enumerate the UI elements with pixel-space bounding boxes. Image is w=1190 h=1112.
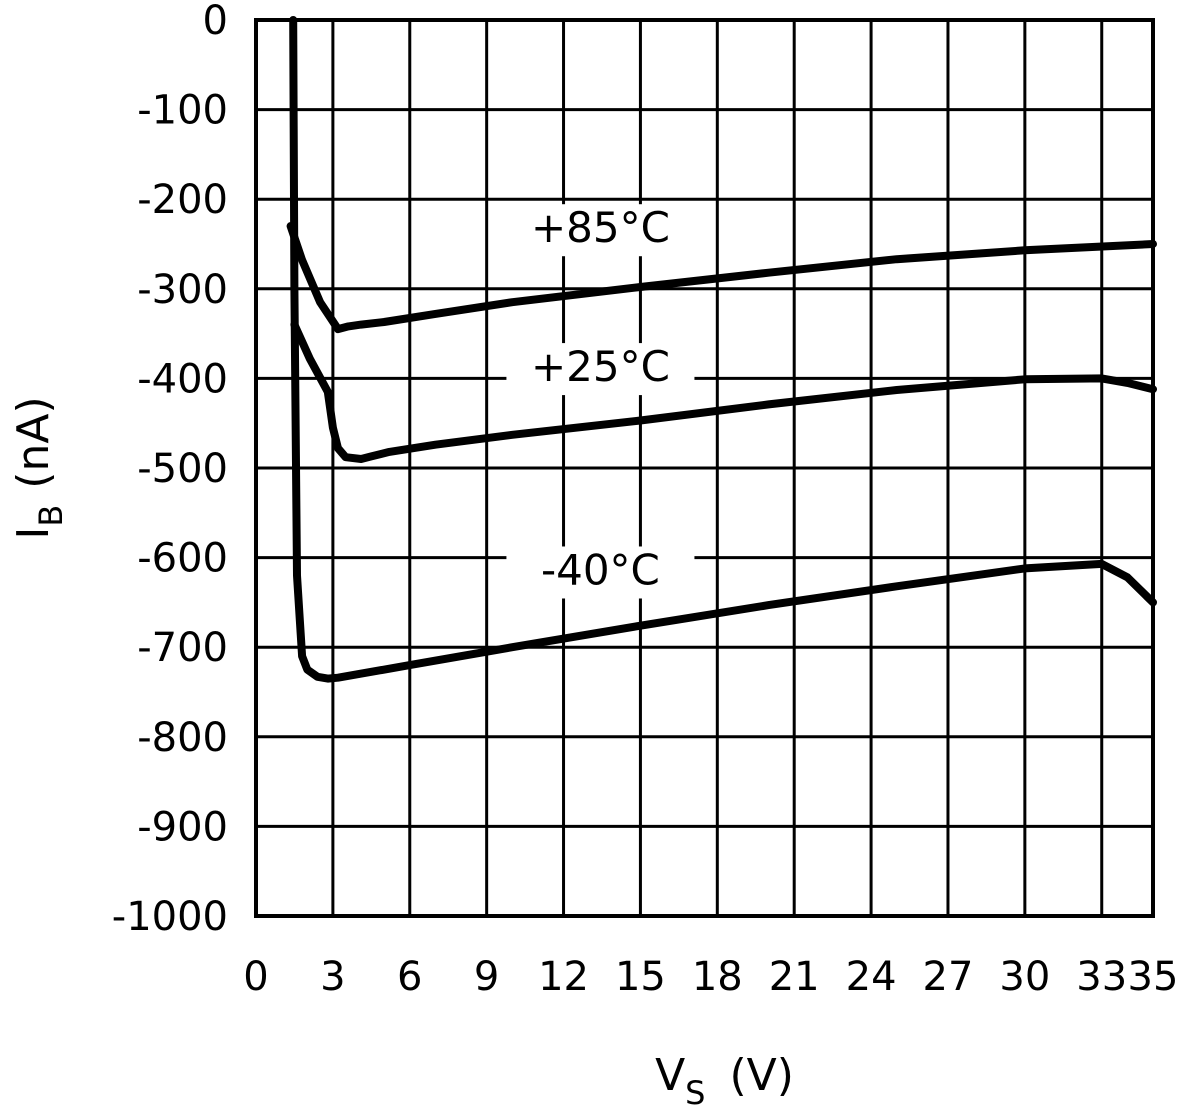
x-tick-label: 3 xyxy=(320,954,345,1000)
x-axis-title-sub: S xyxy=(685,1074,705,1112)
x-tick-label: 30 xyxy=(999,954,1050,1000)
x-tick-label: 27 xyxy=(923,954,974,1000)
y-tick-label: -600 xyxy=(137,536,228,582)
x-axis-ticks: 0 3 6 9 12 15 18 21 24 27 30 33 35 xyxy=(243,954,1178,1000)
y-tick-label: -700 xyxy=(137,625,228,671)
x-tick-label: 6 xyxy=(397,954,422,1000)
series-line-1 xyxy=(290,320,1157,463)
series-label-0: +85°C xyxy=(531,203,670,252)
x-axis-title: VS (V) xyxy=(655,1050,794,1112)
y-axis-title: IB (nA) xyxy=(8,396,70,539)
y-axis-title-sub: B xyxy=(32,505,70,527)
x-tick-label: 18 xyxy=(692,954,743,1000)
series-label-background xyxy=(506,546,695,599)
x-tick-label: 15 xyxy=(615,954,666,1000)
series-label-2: -40°C xyxy=(541,545,660,594)
series-labels: +85°C +25°C -40°C xyxy=(506,203,695,599)
y-tick-label: -100 xyxy=(137,88,228,134)
y-tick-label: -500 xyxy=(137,446,228,492)
y-axis-ticks: 0 -100 -200 -300 -400 -500 -600 -700 -800 -900 -10… xyxy=(112,0,228,940)
x-tick-label: 24 xyxy=(846,954,897,1000)
x-axis-title-main: V xyxy=(655,1050,685,1101)
y-axis-title-unit: (nA) xyxy=(8,396,59,488)
y-tick-label: -1000 xyxy=(112,894,228,940)
y-tick-label: -300 xyxy=(137,267,228,313)
x-tick-label: 12 xyxy=(538,954,589,1000)
y-tick-label: 0 xyxy=(203,0,228,44)
x-tick-label: 21 xyxy=(769,954,820,1000)
x-tick-label: 0 xyxy=(243,954,268,1000)
y-axis-title-main: I xyxy=(8,527,59,540)
series-lines xyxy=(286,16,1157,683)
x-tick-label: 33 xyxy=(1076,954,1127,1000)
series-label-background xyxy=(506,204,695,257)
x-axis-title-unit: (V) xyxy=(729,1050,793,1101)
y-tick-label: -400 xyxy=(137,356,228,402)
series-line-0 xyxy=(286,222,1157,334)
series-line-2 xyxy=(289,16,1157,683)
x-tick-label: 9 xyxy=(474,954,499,1000)
series-label-1: +25°C xyxy=(531,342,670,391)
y-tick-label: -200 xyxy=(137,177,228,223)
y-tick-label: -900 xyxy=(137,804,228,850)
series-label-background xyxy=(506,343,695,396)
y-tick-label: -800 xyxy=(137,715,228,761)
plot-frame xyxy=(254,18,1155,918)
x-tick-label: 35 xyxy=(1128,954,1179,1000)
grid xyxy=(256,20,1153,916)
